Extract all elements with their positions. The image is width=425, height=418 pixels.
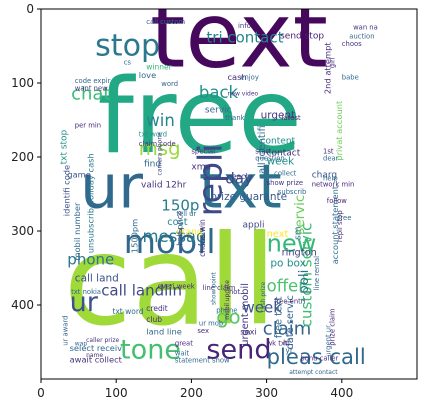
word-75: show prize [267,179,303,187]
word-86: auction [349,33,374,41]
word-91: want new [75,84,108,92]
word-48: privat account [334,100,344,161]
word-98: tell ur [176,210,196,218]
word-55: valid 12hr [141,180,187,190]
word-15: win [146,111,175,130]
word-103: hot [229,288,240,296]
word-40: sm [293,226,303,239]
word-32: call land [75,272,119,284]
word-100: show point [211,272,218,305]
word-59: 1500pm [129,219,139,253]
word-84: babe [342,73,359,81]
word-72: special [191,147,215,155]
word-104: cash prize [260,281,267,312]
word-85: girl [328,57,336,68]
word-118: bonu caller [300,355,338,363]
word-94: call custom [146,18,185,26]
y-tick-label-4: 400 [11,298,34,312]
word-106: txt nokia [71,288,101,296]
word-132: name [86,352,103,359]
word-112: sexi [240,327,256,337]
word-130: great [175,340,193,348]
word-87: wan na [353,24,378,32]
word-133: wap [75,341,88,348]
y-tick-label-0: 0 [26,2,34,16]
word-114: sex [197,327,209,335]
word-52: unsubscrib holiday cash [86,153,96,253]
y-tick-label-3: 300 [11,224,34,238]
word-25: poli [296,270,312,294]
word-61: reach [229,172,250,181]
y-tick-label-2: 200 [11,150,34,164]
y-tick-label-1: 100 [11,76,34,90]
word-121: ur award [61,316,69,346]
word-120: caller prize [86,337,119,344]
word-71: camera phone [156,132,163,176]
word-29: prize guarante [210,191,287,203]
word-90: enjoy [240,73,259,81]
word-62: game [67,170,91,180]
x-tick-label-3: 300 [255,386,278,400]
word-127: urgent ur [325,325,333,357]
word-96: cs [124,59,132,67]
word-109: credit [146,304,168,313]
word-layer: callfreetextur txtreplimobilstoptone sendn… [60,0,378,376]
word-117: statement show [175,357,230,365]
word-80: collect [274,170,297,178]
word-88: thank [225,114,244,122]
word-39: next [267,229,289,240]
x-tick-label-4: 400 [330,386,353,400]
word-50: xma [191,163,211,173]
word-119: attempt contact [289,369,338,376]
word-76: subscrib [278,188,306,196]
word-82: dear [323,155,339,163]
word-124: hi [283,339,290,348]
word-54: mobil number [72,202,82,261]
word-69: word [161,80,178,88]
word-38: appli [243,220,265,230]
word-108: txt word [112,307,143,316]
word-95: info [238,22,251,30]
word-102: phone [216,306,237,314]
word-31: po box [270,258,305,270]
word-83: choos [342,40,362,48]
word-51: txt stop [60,129,70,164]
word-67: winner [146,63,172,72]
word-79: start [255,147,271,155]
word-107: everi week [158,283,195,291]
word-111: land line [146,327,182,337]
word-92: code expir [75,77,111,85]
word-105: free entri [274,298,306,306]
word-17: tri contact [206,28,283,46]
x-tick-label-0: 0 [37,386,45,400]
x-tick-label-2: 200 [180,386,203,400]
word-78: question [255,155,284,163]
word-74: help [323,175,338,183]
word-97: latest [282,114,301,122]
word-110: club [146,315,162,324]
word-77: follow [327,197,347,205]
word-46: send stop [280,32,324,42]
word-129: free [338,214,351,222]
word-89: new video [228,91,259,98]
word-93: per min [75,121,101,129]
x-tick-label-1: 100 [105,386,128,400]
word-8: tone [120,334,181,365]
word-125: line rental [313,256,321,290]
word-131: wait [175,349,190,357]
word-36: rington [282,247,317,258]
word-60: chanc win [198,219,207,257]
